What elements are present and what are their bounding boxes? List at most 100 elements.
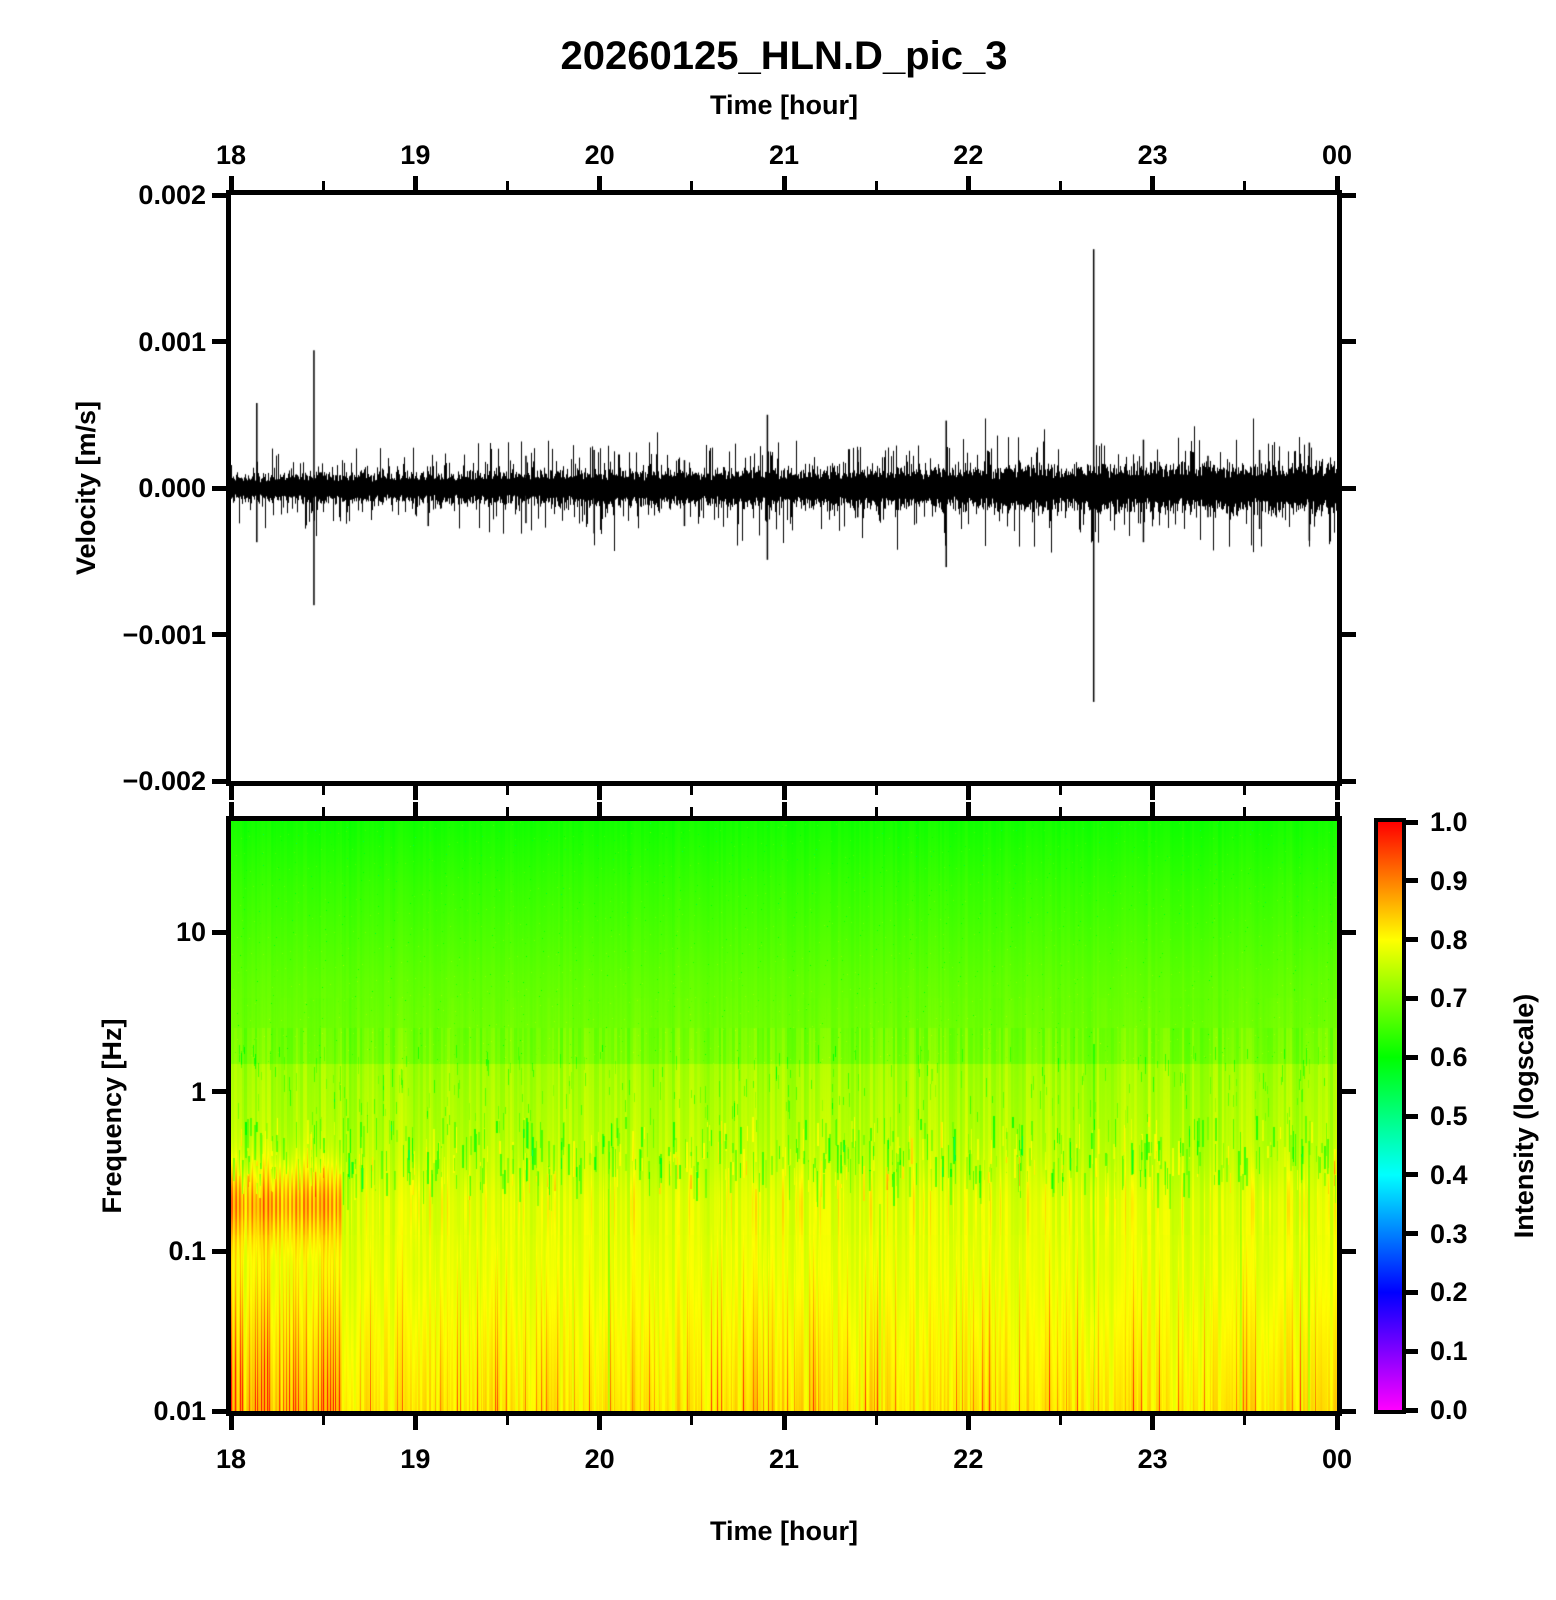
axis-tick (966, 786, 971, 800)
axis-tick (1342, 930, 1356, 935)
axis-tick (690, 181, 693, 190)
axis-tick (1406, 1231, 1418, 1236)
colorbar-tick-label: 0.0 (1430, 1395, 1468, 1425)
colorbar-tick-label: 0.9 (1430, 865, 1468, 896)
colorbar-tick-label: 0.7 (1430, 983, 1468, 1014)
axis-tick (966, 802, 971, 816)
axis-tick (1342, 339, 1356, 344)
frequency-tick-label: 0.01 (153, 1396, 206, 1426)
axis-tick (1342, 1089, 1356, 1094)
axis-tick (875, 786, 878, 795)
colorbar-tick-label: 0.4 (1430, 1159, 1468, 1190)
axis-tick (506, 1416, 509, 1425)
axis-tick (506, 181, 509, 190)
bottom-hour-label: 20 (584, 1444, 615, 1474)
spectrogram-panel (226, 816, 1342, 1416)
axis-tick (1406, 1349, 1418, 1354)
axis-tick (1406, 820, 1418, 825)
bottom-time-axis-label: Time [hour] (710, 1516, 858, 1546)
axis-tick (212, 1409, 226, 1414)
axis-tick (229, 786, 234, 800)
axis-tick (212, 779, 226, 784)
colorbar-label: Intensity (logscale) (1509, 993, 1539, 1239)
axis-tick (506, 786, 509, 795)
axis-tick (1342, 1409, 1356, 1414)
frequency-tick-label: 1 (190, 1076, 206, 1107)
colorbar-tick-label: 0.3 (1430, 1218, 1468, 1249)
spectrogram-canvas (231, 821, 1337, 1411)
colorbar-tick-label: 0.5 (1430, 1101, 1468, 1131)
bottom-hour-label: 19 (400, 1444, 431, 1474)
bottom-hour-label: 22 (953, 1444, 984, 1474)
bottom-hour-label: 23 (1137, 1444, 1168, 1474)
top-hour-label: 21 (768, 140, 800, 170)
axis-tick (1342, 632, 1356, 637)
top-time-axis-label: Time [hour] (710, 90, 858, 120)
axis-tick (782, 176, 787, 190)
axis-tick (1335, 176, 1340, 190)
axis-tick (1150, 1416, 1155, 1430)
axis-tick (1342, 779, 1356, 784)
axis-tick (322, 1416, 325, 1425)
axis-tick (1059, 786, 1062, 795)
velocity-tick-label: −0.001 (122, 619, 206, 650)
top-hour-label: 22 (953, 140, 984, 170)
velocity-tick-label: −0.002 (122, 766, 206, 796)
axis-tick (413, 1416, 418, 1430)
axis-tick (1406, 1055, 1418, 1060)
axis-tick (1243, 807, 1246, 816)
axis-tick (413, 176, 418, 190)
axis-tick (1406, 1290, 1418, 1295)
velocity-tick-label: 0.002 (138, 180, 206, 210)
figure-title: 20260125_HLN.D_pic_3 (560, 34, 1008, 78)
axis-tick (1406, 1114, 1418, 1119)
axis-tick (322, 181, 325, 190)
axis-tick (1406, 996, 1418, 1001)
axis-tick (597, 786, 602, 800)
axis-tick (322, 807, 325, 816)
top-hour-label: 19 (400, 140, 431, 170)
top-hour-label: 00 (1321, 140, 1353, 170)
axis-tick (1059, 1416, 1062, 1425)
frequency-tick-label: 10 (175, 917, 206, 948)
axis-tick (875, 807, 878, 816)
axis-tick (782, 786, 787, 800)
axis-tick (1342, 1249, 1356, 1254)
axis-tick (1059, 807, 1062, 816)
axis-tick (1335, 1416, 1340, 1430)
axis-tick (1150, 176, 1155, 190)
axis-tick (1150, 786, 1155, 800)
axis-tick (212, 930, 226, 935)
waveform-panel (226, 190, 1342, 786)
velocity-tick-label: 0.000 (138, 473, 206, 503)
axis-tick (229, 1416, 234, 1430)
axis-tick (1342, 193, 1356, 198)
axis-tick (1243, 181, 1246, 190)
colorbar-tick-label: 0.1 (1430, 1336, 1468, 1367)
top-hour-label: 20 (584, 140, 615, 170)
axis-tick (322, 786, 325, 795)
axis-tick (212, 632, 226, 637)
colorbar-tick-label: 0.8 (1430, 924, 1468, 955)
frequency-tick-label: 0.1 (168, 1236, 206, 1267)
axis-tick (690, 786, 693, 795)
axis-tick (597, 1416, 602, 1430)
axis-tick (1406, 937, 1418, 942)
axis-tick (966, 1416, 971, 1430)
waveform-canvas (231, 195, 1337, 781)
top-hour-label: 18 (215, 140, 247, 170)
axis-tick (966, 176, 971, 190)
axis-tick (212, 193, 226, 198)
bottom-hour-label: 21 (768, 1444, 800, 1474)
axis-tick (212, 339, 226, 344)
axis-tick (1243, 786, 1246, 795)
axis-tick (1342, 486, 1356, 491)
axis-tick (1150, 802, 1155, 816)
axis-tick (1243, 1416, 1246, 1425)
axis-tick (212, 1249, 226, 1254)
axis-tick (875, 1416, 878, 1425)
axis-tick (1406, 878, 1418, 883)
axis-tick (1335, 802, 1340, 816)
axis-tick (875, 181, 878, 190)
